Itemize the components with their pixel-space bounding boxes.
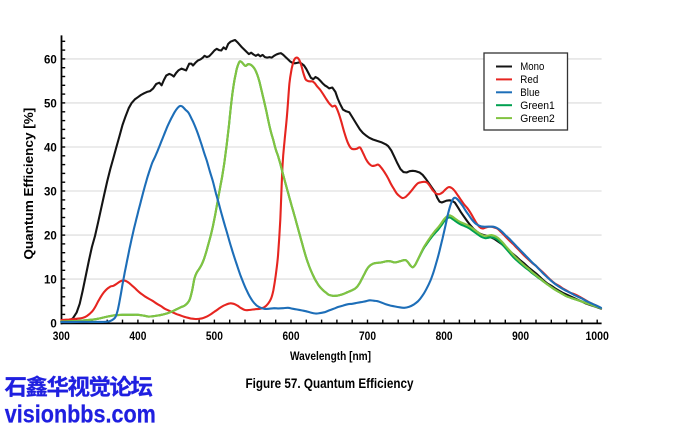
svg-text:900: 900 — [512, 331, 529, 343]
svg-text:500: 500 — [206, 331, 223, 343]
svg-text:Mono: Mono — [520, 61, 544, 73]
svg-text:60: 60 — [44, 54, 57, 66]
svg-text:300: 300 — [53, 331, 70, 343]
svg-text:Figure 57. Quantum Efficiency: Figure 57. Quantum Efficiency — [246, 376, 414, 391]
svg-text:30: 30 — [44, 187, 57, 199]
svg-text:50: 50 — [44, 98, 57, 110]
svg-text:Quantum Efficiency [%]: Quantum Efficiency [%] — [21, 108, 36, 260]
svg-text:Red: Red — [520, 74, 538, 86]
svg-text:Green2: Green2 — [520, 113, 555, 125]
svg-text:10: 10 — [44, 275, 57, 287]
svg-text:visionbbs.com: visionbbs.com — [5, 401, 156, 428]
svg-text:Wavelength [nm]: Wavelength [nm] — [290, 351, 371, 363]
svg-text:600: 600 — [283, 331, 300, 343]
svg-text:Blue: Blue — [520, 87, 540, 99]
svg-text:700: 700 — [359, 331, 376, 343]
svg-text:800: 800 — [436, 331, 453, 343]
svg-text:40: 40 — [44, 143, 57, 155]
svg-text:0: 0 — [50, 319, 56, 331]
svg-text:400: 400 — [129, 331, 146, 343]
svg-text:1000: 1000 — [585, 331, 609, 343]
svg-text:20: 20 — [44, 231, 57, 243]
svg-text:Green1: Green1 — [520, 100, 555, 112]
